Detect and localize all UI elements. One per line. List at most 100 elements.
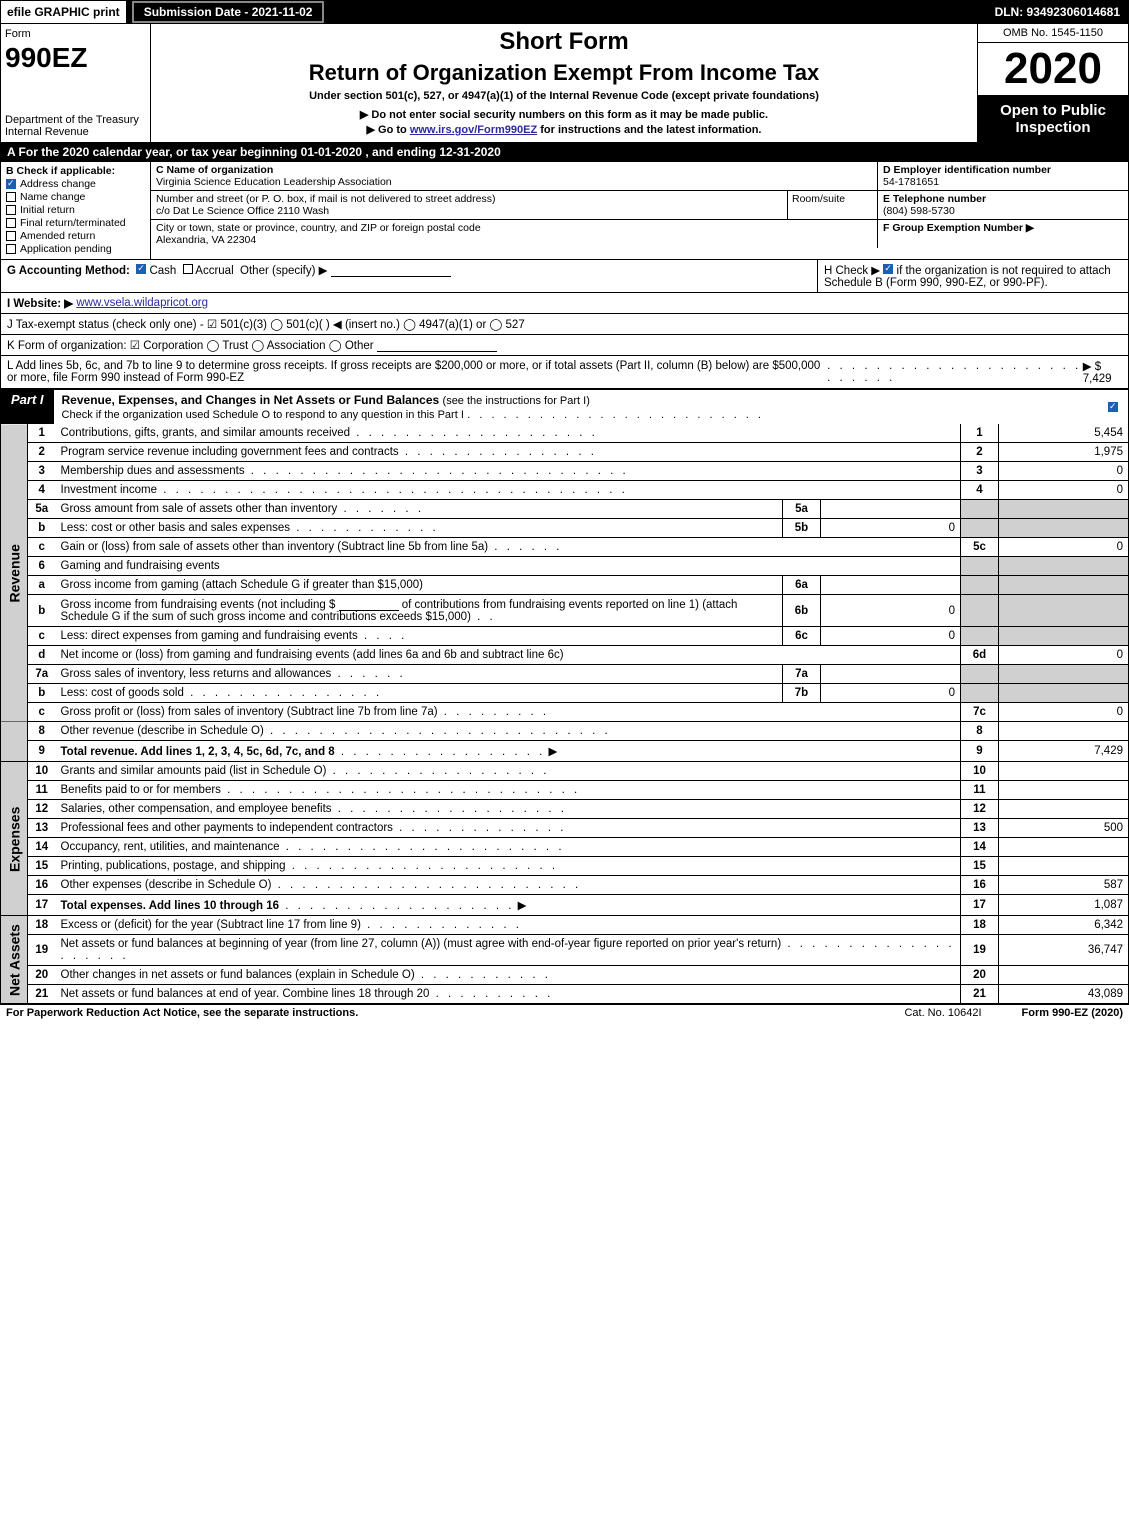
sub-col: 5a — [783, 500, 821, 519]
sub-value — [821, 576, 961, 595]
irs-link[interactable]: www.irs.gov/Form990EZ — [410, 124, 537, 136]
line-col: 11 — [961, 781, 999, 800]
checkbox-icon[interactable] — [183, 264, 193, 274]
line-num: c — [28, 538, 56, 557]
line-desc: Professional fees and other payments to … — [56, 819, 961, 838]
shaded-cell — [961, 684, 999, 703]
line-num: 14 — [28, 838, 56, 857]
dots: . . . . . . . . . . . . . . . . . . . . … — [467, 409, 764, 421]
street-value: c/o Dat Le Science Office 2110 Wash — [156, 205, 329, 217]
line-col: 15 — [961, 857, 999, 876]
line-desc: Other changes in net assets or fund bala… — [56, 966, 961, 985]
org-name-cell: C Name of organization Virginia Science … — [151, 162, 878, 190]
line-col: 6d — [961, 646, 999, 665]
efile-print[interactable]: efile GRAPHIC print — [1, 1, 128, 23]
top-bar: efile GRAPHIC print Submission Date - 20… — [0, 0, 1129, 24]
sub-col: 7b — [783, 684, 821, 703]
check-address-change[interactable]: Address change — [6, 178, 145, 190]
line-num: 12 — [28, 800, 56, 819]
checkbox-icon[interactable] — [6, 192, 16, 202]
line-amount — [999, 838, 1129, 857]
checkbox-icon[interactable] — [6, 244, 16, 254]
goto-line: ▶ Go to www.irs.gov/Form990EZ for instru… — [159, 123, 969, 136]
schedule-o-check[interactable] — [1098, 389, 1128, 424]
line-num: 7a — [28, 665, 56, 684]
expenses-side-label: Expenses — [1, 762, 28, 916]
other-specify-input[interactable] — [331, 264, 451, 277]
line-amount — [999, 800, 1129, 819]
checkbox-icon[interactable] — [6, 231, 16, 241]
checkbox-icon[interactable] — [883, 264, 893, 274]
website-link[interactable]: www.vsela.wildapricot.org — [76, 297, 208, 309]
shaded-cell — [999, 627, 1129, 646]
shaded-cell — [999, 665, 1129, 684]
part-i-tab: Part I — [1, 389, 54, 424]
line-num: 1 — [28, 424, 56, 443]
check-name-change[interactable]: Name change — [6, 191, 145, 203]
phone-value: (804) 598-5730 — [883, 205, 955, 217]
line-num: 8 — [28, 722, 56, 741]
part-i-title-text: Revenue, Expenses, and Changes in Net As… — [62, 393, 443, 407]
shaded-cell — [961, 500, 999, 519]
sub-value: 0 — [821, 684, 961, 703]
form-id-block: Form 990EZ Department of the Treasury In… — [1, 24, 151, 142]
shaded-cell — [961, 595, 999, 627]
return-title: Return of Organization Exempt From Incom… — [159, 60, 969, 86]
row-g: G Accounting Method: Cash Accrual Other … — [1, 260, 818, 292]
check-amended-return[interactable]: Amended return — [6, 230, 145, 242]
line-col: 16 — [961, 876, 999, 895]
line-col: 2 — [961, 443, 999, 462]
checkbox-icon[interactable] — [1108, 402, 1118, 412]
row-a-tax-year: A For the 2020 calendar year, or tax yea… — [0, 143, 1129, 162]
row-k-form-organization: K Form of organization: ☑ Corporation ◯ … — [0, 335, 1129, 356]
sub-value: 0 — [821, 519, 961, 538]
row-l-amount: ▶ $ 7,429 — [1083, 359, 1122, 385]
other-org-input[interactable] — [377, 339, 497, 352]
line-num: 19 — [28, 935, 56, 966]
line-desc: Total expenses. Add lines 10 through 16 … — [56, 895, 961, 916]
line-amount: 0 — [999, 481, 1129, 500]
line-col: 7c — [961, 703, 999, 722]
line-desc: Gross amount from sale of assets other t… — [56, 500, 783, 519]
room-suite: Room/suite — [788, 191, 878, 219]
line-num: 10 — [28, 762, 56, 781]
checkbox-icon[interactable] — [136, 264, 146, 274]
line-col: 10 — [961, 762, 999, 781]
checkbox-icon[interactable] — [6, 179, 16, 189]
part-i-title-suffix: (see the instructions for Part I) — [443, 395, 590, 407]
sub-col: 6c — [783, 627, 821, 646]
check-initial-return[interactable]: Initial return — [6, 204, 145, 216]
line-num: b — [28, 519, 56, 538]
submission-date: Submission Date - 2021-11-02 — [132, 1, 325, 23]
line-amount — [999, 762, 1129, 781]
check-application-pending[interactable]: Application pending — [6, 243, 145, 255]
city-value: Alexandria, VA 22304 — [156, 234, 256, 246]
under-section: Under section 501(c), 527, or 4947(a)(1)… — [159, 90, 969, 102]
check-final-return[interactable]: Final return/terminated — [6, 217, 145, 229]
blank-input[interactable] — [339, 598, 399, 611]
line-num: c — [28, 627, 56, 646]
shaded-cell — [961, 519, 999, 538]
line-desc: Less: cost of goods sold . . . . . . . .… — [56, 684, 783, 703]
line-col: 1 — [961, 424, 999, 443]
shaded-cell — [999, 519, 1129, 538]
row-g-h: G Accounting Method: Cash Accrual Other … — [0, 260, 1129, 293]
checkbox-icon[interactable] — [6, 205, 16, 215]
line-desc: Program service revenue including govern… — [56, 443, 961, 462]
line-col: 14 — [961, 838, 999, 857]
group-exemption-label: F Group Exemption Number ▶ — [883, 222, 1034, 234]
shaded-cell — [999, 595, 1129, 627]
header-right: OMB No. 1545-1150 2020 Open to Public In… — [978, 24, 1128, 142]
checkbox-icon[interactable] — [6, 218, 16, 228]
line-col: 12 — [961, 800, 999, 819]
sub-value — [821, 500, 961, 519]
website-label: I Website: ▶ — [7, 296, 73, 310]
street-label: Number and street (or P. O. box, if mail… — [156, 193, 495, 205]
shaded-cell — [999, 684, 1129, 703]
line-desc: Gross sales of inventory, less returns a… — [56, 665, 783, 684]
tax-year: 2020 — [978, 43, 1128, 96]
org-name: Virginia Science Education Leadership As… — [156, 176, 392, 188]
check-label: Name change — [20, 191, 85, 203]
line-amount — [999, 722, 1129, 741]
omb-number: OMB No. 1545-1150 — [978, 24, 1128, 43]
